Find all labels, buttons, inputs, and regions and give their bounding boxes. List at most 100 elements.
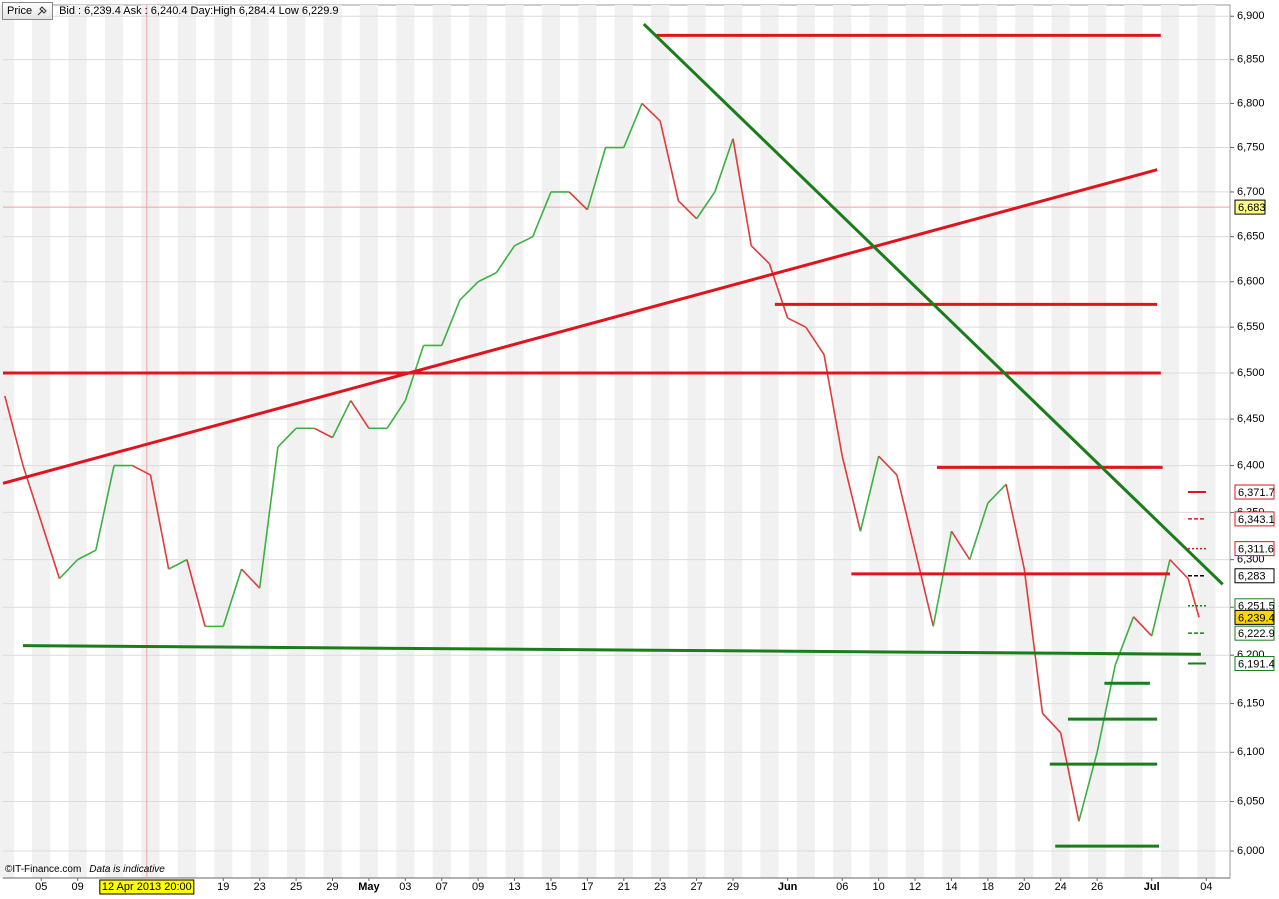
day-stripe: [141, 5, 160, 878]
day-stripe: [578, 5, 597, 878]
price-segment: [568, 191, 588, 211]
price-segment: [787, 317, 807, 328]
price-segment: [732, 138, 753, 246]
price-segment: [641, 102, 661, 122]
price-segment: [532, 191, 552, 237]
day-stripe: [687, 5, 706, 878]
price-segment: [514, 235, 534, 247]
y-tick-label: 6,000: [1237, 845, 1265, 857]
footer: ©IT-Finance.com Data is indicative: [5, 864, 165, 875]
price-segment: [987, 483, 1007, 504]
price-segment: [477, 271, 497, 283]
day-stripe: [32, 5, 51, 878]
price-segment: [914, 549, 935, 627]
price-segment: [1132, 616, 1153, 637]
price-button[interactable]: Price: [2, 2, 54, 20]
x-tick-label: 10: [873, 881, 885, 893]
x-tick-label: 19: [217, 881, 229, 893]
day-stripe: [214, 5, 233, 878]
price-segment: [168, 558, 188, 570]
level-box: [1234, 609, 1275, 625]
level-box: [1234, 568, 1275, 584]
price-segment: [1169, 559, 1189, 580]
price-segment: [1096, 664, 1117, 753]
x-tick-label: 09: [472, 881, 484, 893]
day-stripe: [541, 5, 561, 878]
disclaimer: Data is indicative: [89, 864, 165, 875]
day-stripe: [1160, 5, 1180, 878]
day-stripe: [796, 5, 815, 878]
y-tick-label: 6,450: [1237, 413, 1265, 425]
price-segment: [878, 455, 898, 476]
day-stripe: [68, 5, 87, 878]
level-box: [1234, 541, 1275, 557]
level-label: 6,343.1: [1238, 514, 1275, 526]
price-segment: [95, 465, 115, 551]
price-segment: [4, 395, 24, 466]
x-tick-label: 18: [982, 881, 994, 893]
x-tick-label: 13: [508, 881, 520, 893]
x-tick-label: 23: [654, 881, 666, 893]
day-stripe: [0, 5, 14, 878]
x-tick-label: 21: [618, 881, 630, 893]
crosshair-x-label: 12 Apr 2013 20:00: [102, 881, 192, 893]
y-tick-label: 6,750: [1237, 141, 1265, 153]
trendline: [23, 644, 1201, 656]
day-stripe: [396, 5, 415, 878]
price-segment: [331, 400, 352, 438]
day-stripe: [1051, 5, 1070, 878]
y-tick-label: 6,600: [1237, 276, 1265, 288]
level-box: [1234, 511, 1275, 527]
price-segment: [131, 464, 151, 476]
crosshair-y-box: [1234, 199, 1266, 215]
y-tick-label: 6,700: [1237, 186, 1265, 198]
price-segment: [586, 147, 607, 211]
price-segment: [258, 446, 279, 589]
day-stripe: [432, 5, 451, 878]
x-tick-label: 06: [836, 881, 848, 893]
price-segment: [677, 200, 698, 220]
trendline: [642, 22, 1224, 586]
price-segment: [313, 427, 333, 439]
level-box: [1234, 625, 1275, 641]
crosshair-y-label: 6,683: [1238, 202, 1266, 214]
day-stripe: [323, 5, 342, 878]
level-label: 6,371.7: [1238, 487, 1275, 499]
price-segment: [240, 568, 261, 589]
x-tick-label: 05: [35, 881, 47, 893]
day-stripe: [833, 5, 852, 878]
x-tick-label: 17: [581, 881, 593, 893]
day-stripe: [760, 5, 779, 878]
x-tick-label: 29: [727, 881, 739, 893]
price-segment: [440, 299, 461, 346]
price-segment: [950, 530, 971, 561]
day-stripe: [905, 5, 925, 878]
x-tick-label: 09: [72, 881, 84, 893]
crosshair-x-box: [99, 879, 195, 895]
price-segment: [386, 400, 406, 429]
price-segment: [623, 103, 643, 148]
day-stripe: [614, 5, 633, 878]
day-stripe: [1015, 5, 1034, 878]
price-segment: [1005, 484, 1026, 570]
day-stripe: [869, 5, 888, 878]
price-segment: [1023, 569, 1044, 714]
day-stripe: [942, 5, 961, 878]
level-label: 6,222.9: [1238, 628, 1275, 640]
y-tick-label: 6,850: [1237, 54, 1265, 66]
x-tick-label: 26: [1091, 881, 1103, 893]
y-tick-label: 6,900: [1237, 10, 1265, 22]
level-box: [1234, 484, 1275, 500]
price-segment: [459, 281, 479, 301]
x-tick-label: 20: [1018, 881, 1030, 893]
price-segment: [1187, 578, 1200, 618]
day-stripe: [359, 5, 379, 878]
header: Price Bid : 6,239.4 Ask : 6,240.4 Day:Hi…: [2, 2, 339, 20]
day-stripe: [723, 5, 743, 878]
level-label: 6,283: [1238, 571, 1266, 583]
x-tick-label: 03: [399, 881, 411, 893]
price-segment: [1150, 559, 1171, 637]
level-box: [1234, 655, 1275, 671]
day-stripe: [978, 5, 997, 878]
